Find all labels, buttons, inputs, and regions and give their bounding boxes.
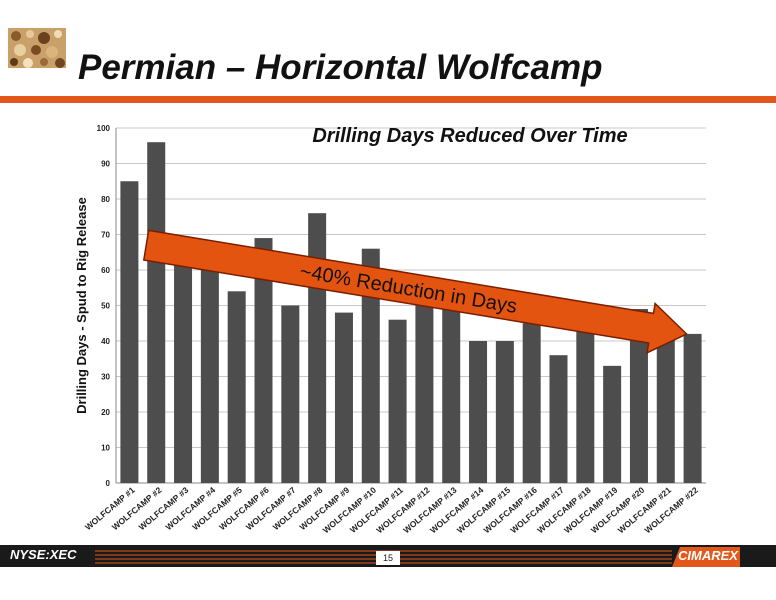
bar — [281, 305, 300, 483]
company-logo: CIMAREX — [672, 547, 740, 567]
bar — [656, 333, 675, 483]
y-tick-label: 100 — [97, 124, 111, 133]
bar — [308, 213, 327, 483]
y-axis-label: Drilling Days - Spud to Rig Release — [74, 197, 89, 414]
y-tick-label: 40 — [101, 337, 110, 346]
bar — [522, 323, 541, 483]
bar — [549, 355, 568, 483]
company-logo-text: CIMAREX — [678, 548, 738, 563]
y-tick-label: 20 — [101, 408, 110, 417]
rock-texture-icon — [8, 28, 66, 68]
bar — [147, 142, 166, 483]
bar — [200, 270, 219, 483]
bar — [334, 312, 353, 483]
chart-title: Drilling Days Reduced Over Time — [312, 125, 627, 147]
y-tick-label: 10 — [101, 444, 110, 453]
bar — [576, 319, 595, 483]
page-number: 15 — [376, 551, 400, 565]
ticker-label: NYSE:XEC — [10, 547, 77, 562]
bar — [469, 341, 488, 483]
bar — [442, 301, 461, 483]
bar — [227, 291, 246, 483]
bar — [174, 262, 193, 483]
y-tick-label: 60 — [101, 266, 110, 275]
title-divider — [0, 96, 776, 103]
y-tick-label: 30 — [101, 373, 110, 382]
bar — [120, 181, 139, 483]
y-tick-label: 80 — [101, 195, 110, 204]
bar — [683, 333, 702, 483]
bar — [603, 365, 622, 483]
bar — [254, 238, 273, 483]
slide-title: Permian – Horizontal Wolfcamp — [78, 48, 603, 87]
bar — [361, 248, 380, 483]
bar — [415, 277, 434, 483]
y-tick-label: 50 — [101, 302, 110, 311]
bar — [388, 319, 407, 483]
bar — [629, 309, 648, 483]
bar — [495, 341, 514, 483]
y-tick-label: 90 — [101, 160, 110, 169]
y-tick-label: 0 — [106, 479, 111, 488]
y-tick-label: 70 — [101, 231, 110, 240]
reduction-arrow — [142, 229, 688, 355]
